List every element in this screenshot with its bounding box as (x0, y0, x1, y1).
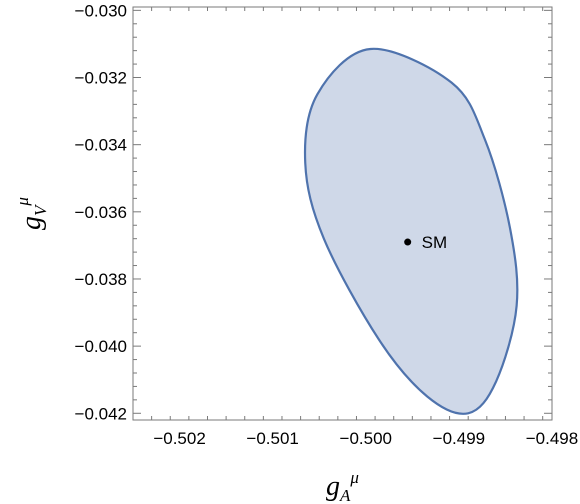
x-tick-label: −0.502 (153, 429, 205, 448)
y-axis-label: gVμ (13, 197, 50, 230)
y-tick-label: −0.036 (75, 203, 127, 222)
x-axis-label: gAμ (326, 468, 359, 504)
confidence-region (303, 47, 519, 415)
x-tick-label: −0.500 (340, 429, 392, 448)
sm-point-label: SM (422, 233, 448, 252)
x-axis-label-sub: A (339, 486, 351, 504)
sm-point (404, 238, 412, 246)
y-axis-label-sub: V (31, 203, 50, 216)
y-tick-label: −0.034 (75, 136, 127, 155)
y-tick-label: −0.042 (75, 404, 127, 423)
x-axis-label-base: g (326, 471, 340, 502)
y-tick-label: −0.040 (75, 337, 127, 356)
y-axis-label-sup: μ (13, 197, 32, 207)
y-tick-label: −0.038 (75, 270, 127, 289)
x-tick-label: −0.498 (526, 429, 578, 448)
x-axis-label-sup: μ (349, 468, 359, 487)
x-tick-label: −0.501 (246, 429, 298, 448)
y-axis-label-base: g (16, 216, 47, 230)
plot-frame (132, 6, 553, 421)
x-tick-label: −0.499 (433, 429, 485, 448)
y-tick-label: −0.030 (75, 1, 127, 20)
y-tick-label: −0.032 (75, 69, 127, 88)
